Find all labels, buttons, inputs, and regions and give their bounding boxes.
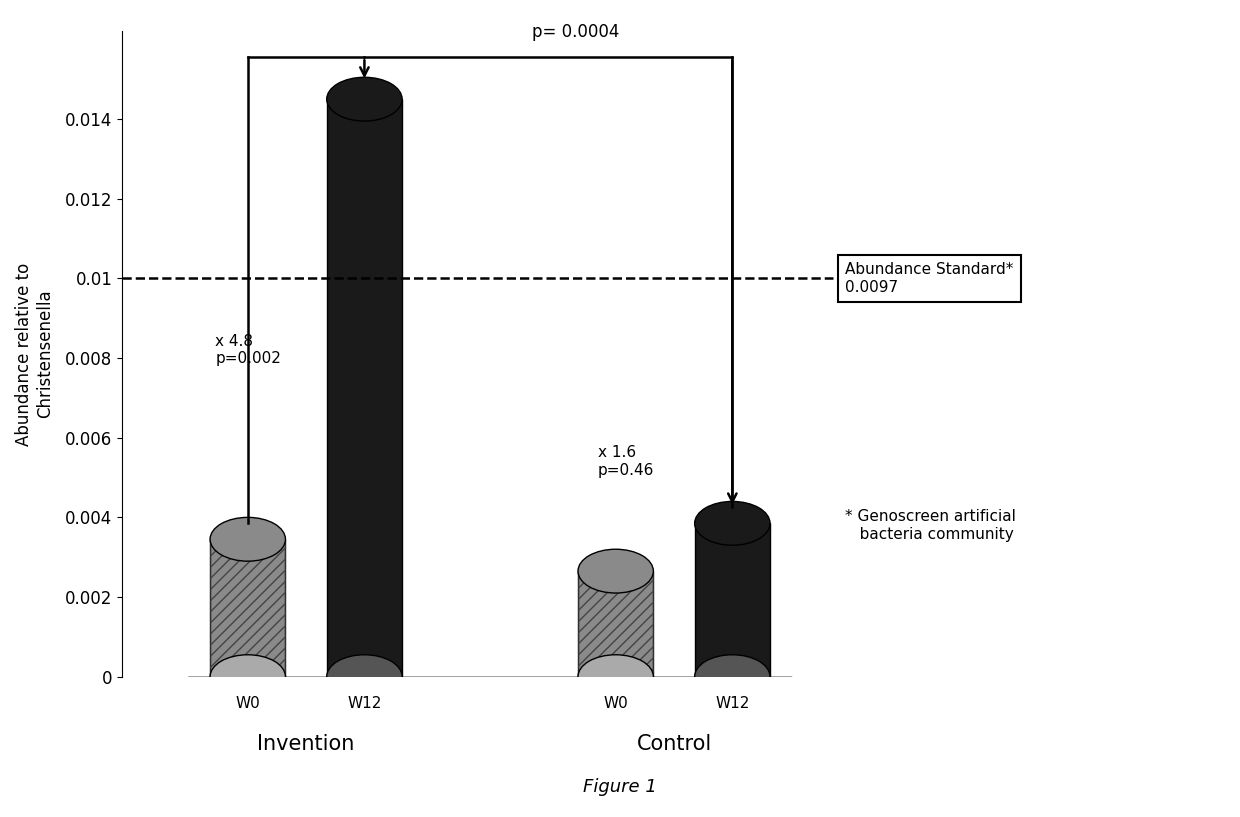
Bar [578,571,653,676]
Text: x 4.8
p=0.002: x 4.8 p=0.002 [216,334,281,366]
Text: Invention: Invention [258,734,355,754]
Text: p= 0.0004: p= 0.0004 [532,24,619,42]
Ellipse shape [694,654,770,699]
Ellipse shape [578,654,653,699]
Bar [326,99,402,676]
Text: Abundance Standard*
0.0097: Abundance Standard* 0.0097 [846,262,1014,295]
Bar [210,539,285,676]
Polygon shape [188,676,823,711]
Text: Control: Control [636,734,712,754]
Ellipse shape [326,78,402,121]
Bar [210,539,285,676]
Text: Figure 1: Figure 1 [583,779,657,797]
Y-axis label: Abundance relative to
Christensenella: Abundance relative to Christensenella [15,262,53,446]
Text: W12: W12 [347,696,382,711]
Ellipse shape [210,654,285,699]
Ellipse shape [694,502,770,545]
Ellipse shape [326,654,402,699]
Ellipse shape [210,517,285,561]
Text: W0: W0 [236,696,260,711]
Bar [578,571,653,676]
Text: * Genoscreen artificial
   bacteria community: * Genoscreen artificial bacteria communi… [846,509,1017,542]
Text: W12: W12 [715,696,749,711]
Ellipse shape [578,549,653,593]
Text: x 1.6
p=0.46: x 1.6 p=0.46 [598,445,655,478]
Text: W0: W0 [604,696,627,711]
Bar [694,524,770,676]
